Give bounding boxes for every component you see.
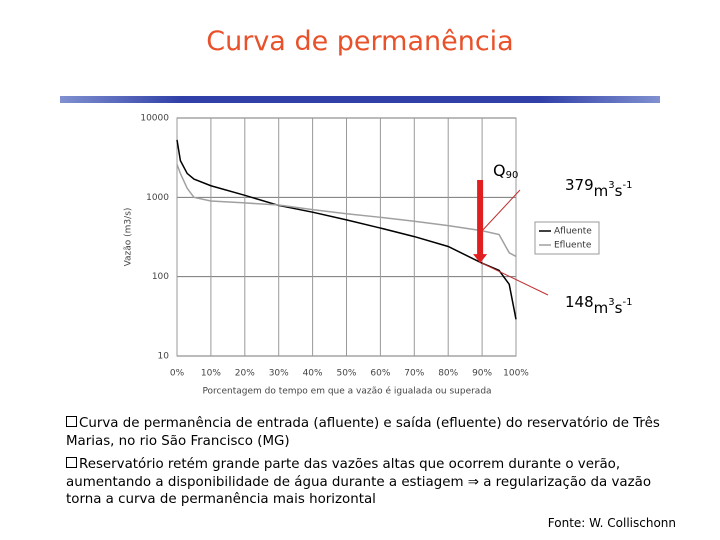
bullet-marker bbox=[66, 457, 77, 468]
x-tick-label: 80% bbox=[438, 369, 458, 379]
x-tick-label: 0% bbox=[170, 369, 185, 379]
leader bbox=[481, 262, 549, 296]
bullet-text: Curva de permanência de entrada (afluent… bbox=[66, 416, 660, 449]
unit: -1 bbox=[622, 180, 632, 191]
unit: 3 bbox=[608, 297, 614, 308]
unit: s bbox=[615, 299, 623, 317]
y-axis-label: Vazão (m3/s) bbox=[124, 208, 134, 267]
x-axis-label: Porcentagem do tempo em que a vazão é ig… bbox=[202, 386, 491, 397]
unit: m bbox=[594, 299, 609, 317]
x-tick-label: 50% bbox=[336, 369, 356, 379]
unit: s bbox=[615, 182, 623, 200]
source: Fonte: W. Collischonn bbox=[547, 516, 676, 530]
legend-label: Afluente bbox=[554, 227, 592, 237]
y-tick-label: 10 bbox=[158, 352, 170, 362]
x-tick-label: 90% bbox=[472, 369, 492, 379]
bullet-marker bbox=[66, 416, 77, 427]
q-letter: Q bbox=[493, 161, 506, 180]
x-tick-label: 60% bbox=[370, 369, 390, 379]
x-tick-label: 40% bbox=[303, 369, 323, 379]
bullet: Curva de permanência de entrada (afluent… bbox=[66, 415, 666, 450]
q-label: Q90 bbox=[493, 161, 518, 182]
title-bar bbox=[60, 96, 660, 103]
y-tick-label: 100 bbox=[152, 272, 169, 282]
q-sub: 90 bbox=[506, 170, 519, 181]
x-tick-label: 20% bbox=[235, 369, 255, 379]
bullet-text: Reservatório retém grande parte das vazõ… bbox=[66, 457, 652, 507]
unit: 3 bbox=[608, 180, 614, 191]
leader bbox=[481, 189, 521, 232]
x-tick-label: 70% bbox=[404, 369, 424, 379]
value: 379 bbox=[565, 176, 594, 194]
x-tick-label: 10% bbox=[201, 369, 221, 379]
series-line bbox=[176, 164, 517, 258]
legend-box bbox=[534, 221, 600, 255]
legend-label: Efluente bbox=[554, 241, 592, 251]
value-label: 379m3s-1 bbox=[565, 176, 632, 200]
y-tick-label: 10000 bbox=[140, 114, 169, 124]
value: 148 bbox=[565, 293, 594, 311]
bullet: Reservatório retém grande parte das vazõ… bbox=[66, 456, 666, 509]
unit: m bbox=[594, 182, 609, 200]
chart-area bbox=[115, 105, 533, 387]
unit: -1 bbox=[622, 297, 632, 308]
value-label: 148m3s-1 bbox=[565, 293, 632, 317]
x-tick-label: 30% bbox=[269, 369, 289, 379]
slide-title: Curva de permanência bbox=[206, 26, 514, 57]
y-tick-label: 1000 bbox=[146, 193, 169, 203]
q-arrow-head bbox=[473, 254, 488, 264]
x-tick-label: 100% bbox=[503, 369, 529, 379]
